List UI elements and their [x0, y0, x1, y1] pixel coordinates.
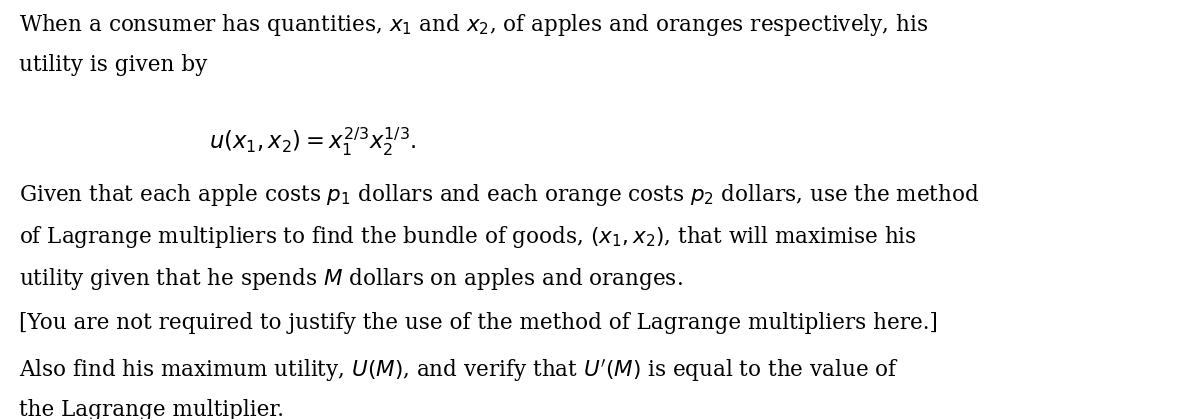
- Text: utility is given by: utility is given by: [19, 54, 208, 76]
- Text: [You are not required to justify the use of the method of Lagrange multipliers h: [You are not required to justify the use…: [19, 312, 937, 334]
- Text: Given that each apple costs $p_1$ dollars and each orange costs $p_2$ dollars, u: Given that each apple costs $p_1$ dollar…: [19, 182, 979, 208]
- Text: $u(x_1, x_2) = x_1^{2/3} x_2^{1/3}.$: $u(x_1, x_2) = x_1^{2/3} x_2^{1/3}.$: [209, 125, 416, 158]
- Text: of Lagrange multipliers to find the bundle of goods, $(x_1, x_2)$, that will max: of Lagrange multipliers to find the bund…: [19, 224, 917, 250]
- Text: When a consumer has quantities, $x_1$ and $x_2$, of apples and oranges respectiv: When a consumer has quantities, $x_1$ an…: [19, 12, 928, 38]
- Text: Also find his maximum utility, $U(M)$, and verify that $U'(M)$ is equal to the v: Also find his maximum utility, $U(M)$, a…: [19, 358, 899, 384]
- Text: the Lagrange multiplier.: the Lagrange multiplier.: [19, 399, 283, 419]
- Text: utility given that he spends $M$ dollars on apples and oranges.: utility given that he spends $M$ dollars…: [19, 266, 683, 292]
